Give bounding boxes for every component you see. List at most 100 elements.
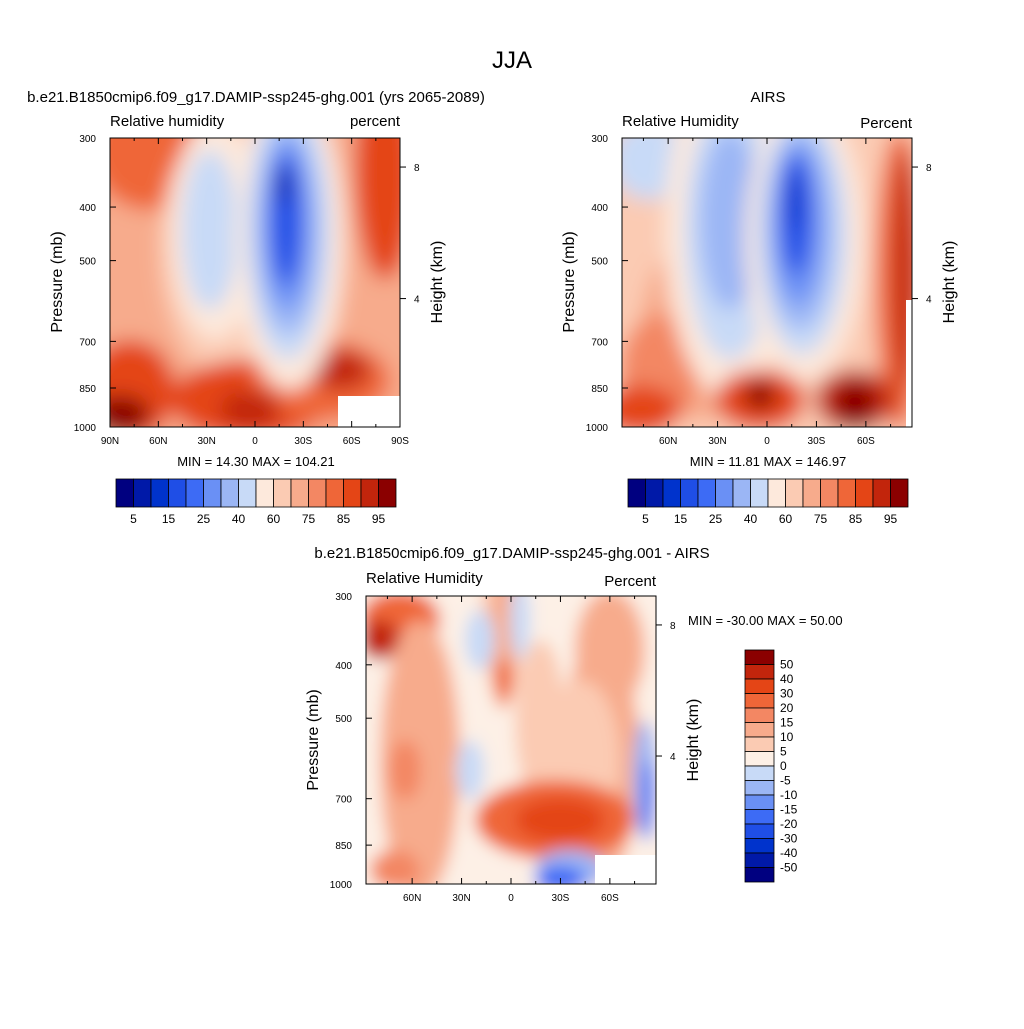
figure-title: JJA bbox=[492, 47, 532, 74]
colorbar-swatch bbox=[115, 478, 134, 508]
y-right-tick-label: 4 bbox=[926, 295, 932, 306]
contour-region bbox=[893, 150, 912, 390]
x-tick-label: 0 bbox=[508, 893, 514, 904]
colorbar-swatch bbox=[744, 707, 775, 723]
colorbar-label: 5 bbox=[642, 512, 649, 526]
y-tick-label: 700 bbox=[335, 795, 352, 806]
panel-airs-stats: MIN = 11.81 MAX = 146.97 bbox=[690, 454, 847, 469]
colorbar-label: 5 bbox=[130, 512, 137, 526]
panel-difference-subtitle-right: Percent bbox=[604, 573, 657, 590]
x-tick-label: 30N bbox=[452, 893, 470, 904]
panel-difference-subtitle-left: Relative Humidity bbox=[366, 570, 483, 587]
y-tick-label: 850 bbox=[591, 384, 608, 395]
contour-region bbox=[642, 760, 654, 840]
panel-airs-colorbar: 5 15 25 40 60 75 85 95 bbox=[627, 478, 909, 526]
x-tick-label: 60S bbox=[857, 436, 875, 447]
colorbar-swatch bbox=[273, 478, 292, 508]
y-tick-label: 300 bbox=[335, 592, 352, 603]
colorbar-label: 40 bbox=[232, 512, 246, 526]
panel-airs-subtitle-right: Percent bbox=[860, 115, 913, 132]
colorbar-label: 75 bbox=[814, 512, 828, 526]
colorbar-swatch bbox=[662, 478, 681, 508]
colorbar-label: 60 bbox=[267, 512, 281, 526]
y-tick-label: 400 bbox=[79, 203, 96, 214]
colorbar-swatch bbox=[767, 478, 786, 508]
colorbar-swatch bbox=[627, 478, 646, 508]
colorbar-swatch bbox=[732, 478, 751, 508]
contour-region bbox=[510, 596, 530, 660]
y-tick-label: 1000 bbox=[586, 423, 609, 434]
colorbar-label: -10 bbox=[780, 788, 798, 802]
colorbar-swatch bbox=[744, 722, 775, 738]
contour-region bbox=[465, 610, 495, 670]
y-tick-label: 400 bbox=[335, 661, 352, 672]
y-right-tick-label: 8 bbox=[926, 163, 932, 174]
colorbar-swatch bbox=[744, 736, 775, 752]
panel-model-title: b.e21.B1850cmip6.f09_g17.DAMIP-ssp245-gh… bbox=[27, 89, 485, 106]
colorbar-swatch bbox=[238, 478, 257, 508]
contour-region bbox=[366, 620, 400, 660]
colorbar-label: 95 bbox=[372, 512, 386, 526]
colorbar-swatch bbox=[744, 693, 775, 709]
colorbar-swatch bbox=[378, 478, 397, 508]
colorbar-label: 60 bbox=[779, 512, 793, 526]
colorbar-swatch bbox=[750, 478, 769, 508]
colorbar-swatch bbox=[133, 478, 152, 508]
y-tick-label: 850 bbox=[335, 841, 352, 852]
panel-difference-ylabel: Pressure (mb) bbox=[305, 689, 322, 790]
colorbar-swatch bbox=[185, 478, 204, 508]
colorbar-swatch bbox=[203, 478, 222, 508]
colorbar-label: 85 bbox=[337, 512, 351, 526]
y-tick-label: 300 bbox=[79, 134, 96, 145]
y-tick-label: 500 bbox=[79, 257, 96, 268]
colorbar-swatch bbox=[785, 478, 804, 508]
contour-region bbox=[835, 380, 875, 427]
y-tick-label: 700 bbox=[79, 337, 96, 348]
panel-model-ylabel-right: Height (km) bbox=[429, 241, 446, 324]
y-tick-label: 500 bbox=[591, 257, 608, 268]
x-tick-label: 60N bbox=[403, 893, 421, 904]
colorbar-swatch bbox=[744, 751, 775, 767]
colorbar-swatch bbox=[744, 867, 775, 883]
colorbar-swatch bbox=[325, 478, 344, 508]
colorbar-label: 15 bbox=[780, 716, 794, 730]
contour-region bbox=[370, 850, 420, 884]
contour-region bbox=[110, 395, 150, 427]
y-tick-label: 300 bbox=[591, 134, 608, 145]
contour-region bbox=[496, 660, 512, 700]
x-tick-label: 90N bbox=[101, 436, 119, 447]
colorbar-swatch bbox=[744, 649, 775, 665]
colorbar-swatch bbox=[150, 478, 169, 508]
contour-region bbox=[622, 385, 680, 427]
colorbar-swatch bbox=[744, 678, 775, 694]
colorbar-swatch bbox=[837, 478, 856, 508]
panel-difference-title: b.e21.B1850cmip6.f09_g17.DAMIP-ssp245-gh… bbox=[314, 545, 709, 562]
colorbar-swatch bbox=[680, 478, 699, 508]
colorbar-swatch bbox=[744, 809, 775, 825]
colorbar-swatch bbox=[290, 478, 309, 508]
colorbar-label: 25 bbox=[197, 512, 211, 526]
contour-region bbox=[535, 866, 585, 884]
colorbar-swatch bbox=[645, 478, 664, 508]
colorbar-label: 50 bbox=[780, 658, 794, 672]
colorbar-label: 95 bbox=[884, 512, 898, 526]
colorbar-swatch bbox=[872, 478, 891, 508]
colorbar-swatch bbox=[715, 478, 734, 508]
y-tick-label: 400 bbox=[591, 203, 608, 214]
y-right-tick-label: 4 bbox=[670, 752, 676, 763]
y-tick-label: 1000 bbox=[74, 423, 97, 434]
colorbar-label: 5 bbox=[780, 745, 787, 759]
y-tick-label: 1000 bbox=[330, 880, 353, 891]
x-tick-label: 30N bbox=[708, 436, 726, 447]
panel-airs-missing-region bbox=[906, 300, 912, 427]
panel-airs-title: AIRS bbox=[750, 89, 785, 106]
panel-airs-ylabel-right: Height (km) bbox=[941, 241, 958, 324]
colorbar-swatch bbox=[744, 765, 775, 781]
